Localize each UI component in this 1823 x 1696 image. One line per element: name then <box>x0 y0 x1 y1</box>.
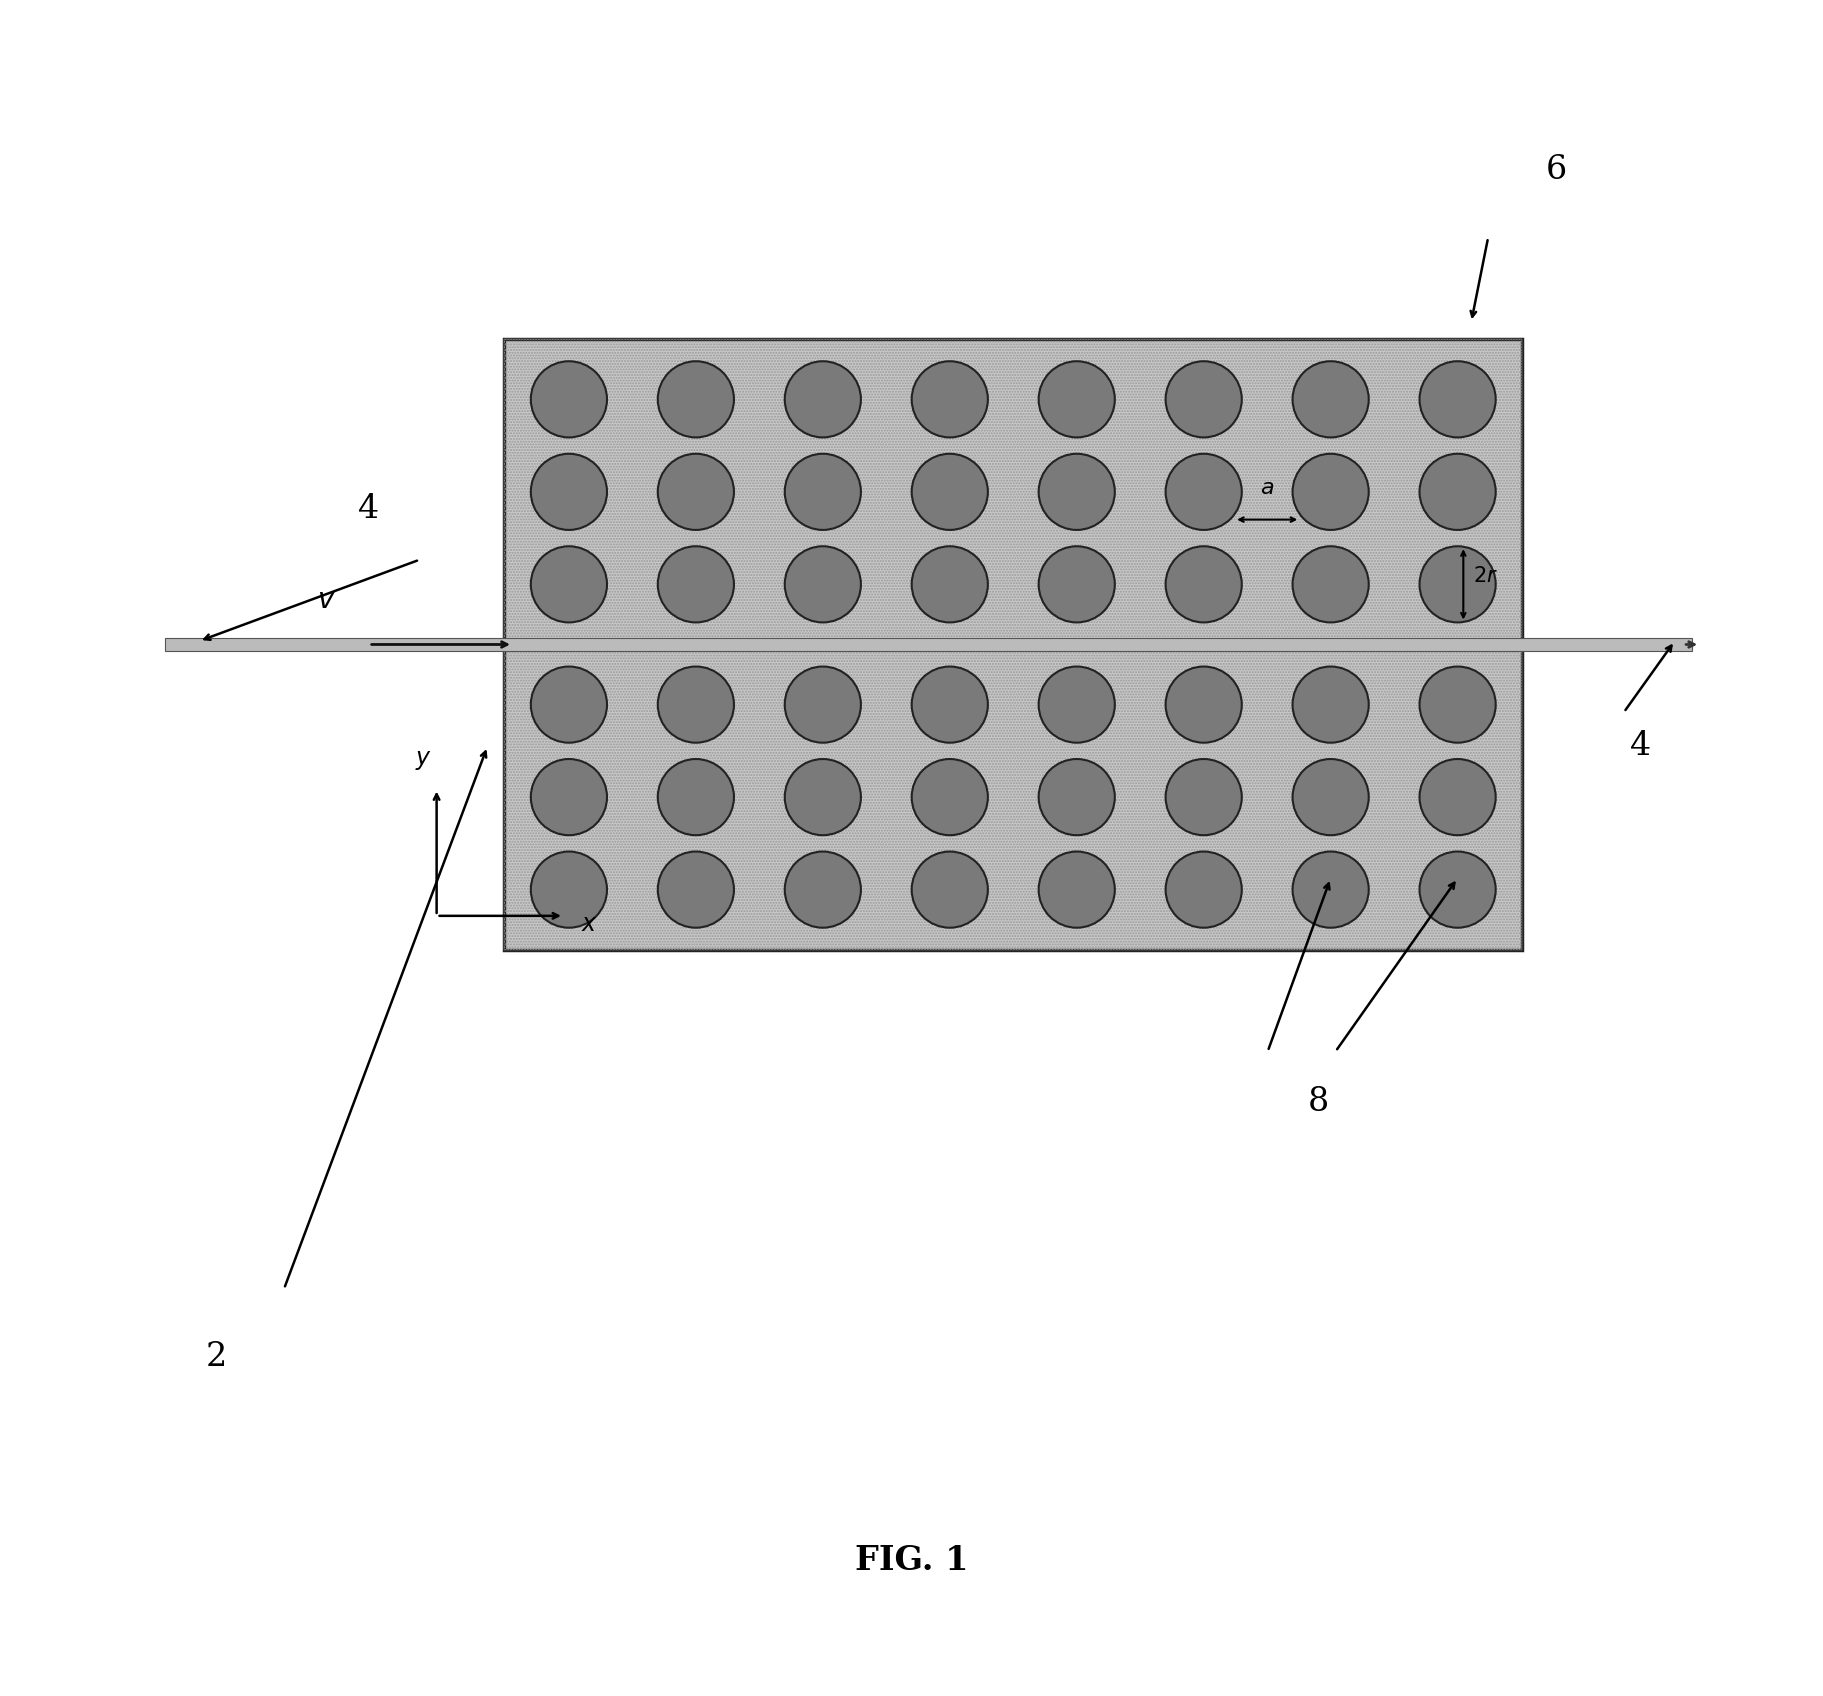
Text: $y$: $y$ <box>414 748 432 772</box>
Circle shape <box>658 851 735 928</box>
Circle shape <box>784 455 860 529</box>
Circle shape <box>530 667 607 743</box>
Circle shape <box>912 455 988 529</box>
Circle shape <box>530 361 607 438</box>
Circle shape <box>1420 667 1495 743</box>
Bar <box>505 339 1522 950</box>
Text: $2r$: $2r$ <box>1473 566 1499 585</box>
Circle shape <box>1165 760 1241 834</box>
Circle shape <box>658 667 735 743</box>
Text: 6: 6 <box>1546 154 1566 185</box>
Circle shape <box>1293 455 1369 529</box>
Circle shape <box>1293 546 1369 622</box>
Text: $a$: $a$ <box>1260 477 1274 499</box>
Circle shape <box>1039 667 1116 743</box>
Circle shape <box>530 851 607 928</box>
Bar <box>166 638 1692 651</box>
Circle shape <box>1420 760 1495 834</box>
Text: 4: 4 <box>1630 731 1652 762</box>
Circle shape <box>1420 455 1495 529</box>
Circle shape <box>1039 760 1116 834</box>
Text: 4: 4 <box>357 494 379 524</box>
Text: 2: 2 <box>206 1342 226 1372</box>
Circle shape <box>1293 361 1369 438</box>
Circle shape <box>1165 851 1241 928</box>
Circle shape <box>658 760 735 834</box>
Circle shape <box>530 760 607 834</box>
Circle shape <box>912 851 988 928</box>
Circle shape <box>784 667 860 743</box>
Circle shape <box>1293 760 1369 834</box>
Circle shape <box>1039 546 1116 622</box>
Circle shape <box>1039 851 1116 928</box>
Bar <box>505 339 1522 950</box>
Circle shape <box>912 361 988 438</box>
Text: 8: 8 <box>1307 1087 1329 1118</box>
Circle shape <box>1165 667 1241 743</box>
Circle shape <box>1039 361 1116 438</box>
Circle shape <box>1293 851 1369 928</box>
Circle shape <box>784 851 860 928</box>
Circle shape <box>1420 361 1495 438</box>
Circle shape <box>912 546 988 622</box>
Circle shape <box>1293 667 1369 743</box>
Circle shape <box>1420 851 1495 928</box>
Circle shape <box>658 546 735 622</box>
Circle shape <box>1420 546 1495 622</box>
Circle shape <box>912 667 988 743</box>
Circle shape <box>658 361 735 438</box>
Circle shape <box>784 760 860 834</box>
Text: FIG. 1: FIG. 1 <box>855 1543 968 1577</box>
Circle shape <box>530 455 607 529</box>
Circle shape <box>1039 455 1116 529</box>
Circle shape <box>1165 361 1241 438</box>
Circle shape <box>530 546 607 622</box>
Text: $v$: $v$ <box>317 587 335 614</box>
Circle shape <box>1165 455 1241 529</box>
Circle shape <box>912 760 988 834</box>
Circle shape <box>784 361 860 438</box>
Circle shape <box>784 546 860 622</box>
Circle shape <box>1165 546 1241 622</box>
Circle shape <box>658 455 735 529</box>
Text: $x$: $x$ <box>582 912 598 936</box>
